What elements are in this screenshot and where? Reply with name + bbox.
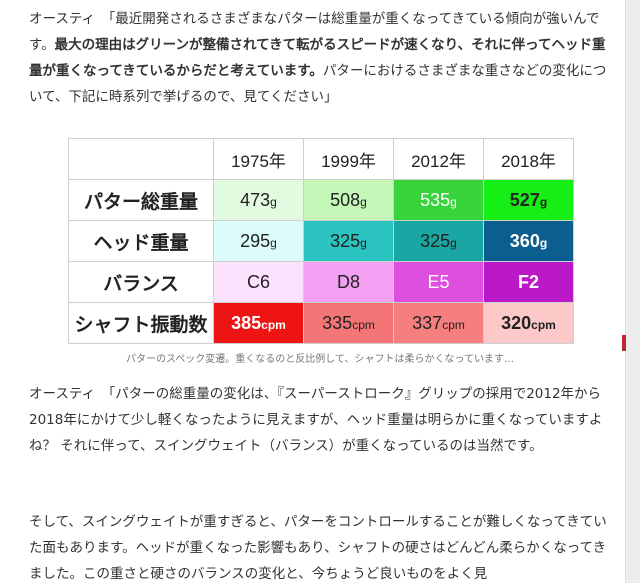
row-label: ヘッド重量: [68, 220, 214, 262]
cell-unit: cpm: [531, 317, 556, 332]
table-cell: F2: [483, 261, 574, 303]
side-marker: [622, 335, 626, 351]
cell-value: F2: [517, 271, 539, 292]
intro-paragraph: オースティ 「最近開発されるさまざまなパターは総重量が重くなってきている傾向が強…: [29, 6, 609, 110]
table-cell: 335cpm: [303, 302, 394, 344]
cell-value: 337: [412, 312, 443, 333]
cell-unit: g: [270, 194, 277, 209]
page-scrollbar[interactable]: [625, 0, 640, 583]
table-cell: 320cpm: [483, 302, 574, 344]
cell-value: 325: [330, 230, 361, 251]
cell-unit: g: [270, 235, 277, 250]
row-label: パター総重量: [68, 179, 214, 221]
cell-value: 473: [240, 189, 271, 210]
table-caption: パターのスペック変遷。重くなるのと反比例して、シャフトは柔らかくなっています…: [126, 354, 514, 365]
putter-spec-table: 1975年 1999年 2012年 2018年 パター総重量 473g 508g 53…: [68, 138, 574, 344]
cell-value: 295: [240, 230, 271, 251]
cell-unit: g: [360, 235, 367, 250]
cell-unit: g: [360, 194, 367, 209]
table-corner-cell: [68, 138, 214, 180]
cell-value: E5: [427, 271, 450, 292]
table-row: ヘッド重量 295g 325g 325g 360g: [68, 220, 574, 262]
cell-value: 527: [509, 189, 540, 210]
cell-unit: g: [450, 235, 457, 250]
body-paragraph: オースティ 「パターの総重量の変化は、『スーパーストローク』グリップの採用で20…: [29, 386, 603, 454]
table-row: バランス C6 D8 E5 F2: [68, 261, 574, 303]
year-header: 2012年: [393, 138, 484, 180]
table-cell: 473g: [213, 179, 304, 221]
cell-unit: g: [450, 194, 457, 209]
year-header: 1999年: [303, 138, 394, 180]
cell-unit: g: [539, 194, 548, 209]
intro-text: オースティ 「最近開発されるさまざまなパターは総重量が重くなってきている傾向が強…: [29, 11, 600, 53]
cell-value: 335: [322, 312, 353, 333]
row-label: シャフト振動数: [68, 302, 214, 344]
cell-unit: g: [539, 235, 548, 250]
table-row: シャフト振動数 385cpm 335cpm 337cpm 320cpm: [68, 302, 574, 344]
cell-value: 360: [509, 230, 540, 251]
table-cell: E5: [393, 261, 484, 303]
cell-value: D8: [336, 271, 360, 292]
cell-value: 325: [420, 230, 451, 251]
table-cell: 508g: [303, 179, 394, 221]
row-label: バランス: [68, 261, 214, 303]
cell-unit: cpm: [352, 317, 375, 332]
table-cell: D8: [303, 261, 394, 303]
intro-bold-text: 最大の理由はグリーンが整備されてきて転がるスピードが速くなり、それに伴ってヘッド…: [29, 37, 606, 79]
year-header: 2018年: [483, 138, 574, 180]
cell-value: 385: [231, 312, 262, 333]
table-cell: 385cpm: [213, 302, 304, 344]
table-cell: 527g: [483, 179, 574, 221]
table-cell: 325g: [303, 220, 394, 262]
cell-value: C6: [246, 271, 270, 292]
intro-text-end: パターにおけるさまざまな重さなどの変化について、下記に時系列で挙げるので、見てく…: [29, 63, 607, 105]
cell-unit: cpm: [261, 317, 286, 332]
table-cell: 325g: [393, 220, 484, 262]
cell-value: 508: [330, 189, 361, 210]
table-cell: 535g: [393, 179, 484, 221]
cell-value: 535: [420, 189, 451, 210]
table-header-row: 1975年 1999年 2012年 2018年: [68, 138, 574, 180]
table-cell: 360g: [483, 220, 574, 262]
year-header: 1975年: [213, 138, 304, 180]
table-cell: 295g: [213, 220, 304, 262]
cell-value: 320: [501, 312, 532, 333]
cell-unit: cpm: [442, 317, 465, 332]
table-cell: 337cpm: [393, 302, 484, 344]
table-row: パター総重量 473g 508g 535g 527g: [68, 179, 574, 221]
body-paragraph: そして、スイングウェイトが重すぎると、パターをコントロールすることが難しくなって…: [29, 514, 607, 582]
table-cell: C6: [213, 261, 304, 303]
